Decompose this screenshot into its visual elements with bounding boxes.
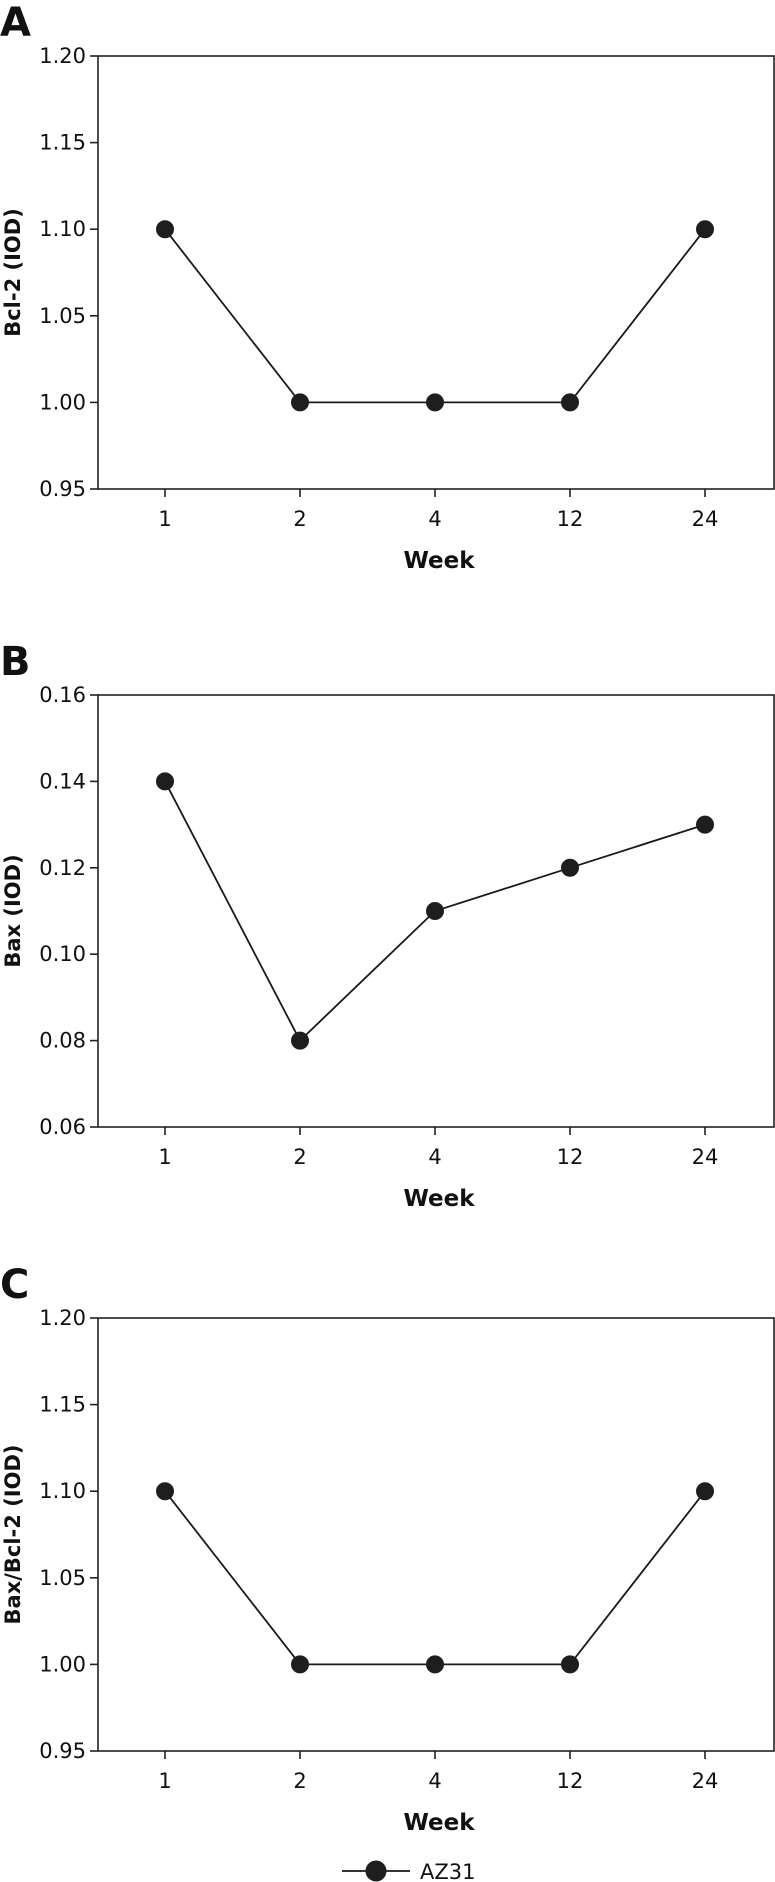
x-tick-label: 1	[158, 1145, 171, 1169]
data-point	[696, 220, 714, 239]
x-tick-label: 1	[158, 1769, 171, 1793]
data-point	[426, 1655, 444, 1674]
data-point	[561, 393, 579, 412]
data-point	[156, 220, 174, 239]
y-axis-title: Bcl-2 (IOD)	[1, 208, 25, 337]
y-tick-label: 0.16	[39, 683, 86, 707]
data-point	[561, 1655, 579, 1674]
panel-label: A	[0, 0, 31, 46]
y-tick-label: 1.00	[39, 1652, 86, 1676]
data-point	[696, 1482, 714, 1501]
y-tick-label: 0.06	[39, 1115, 86, 1139]
x-tick-label: 4	[428, 1145, 441, 1169]
y-axis-title: Bax/Bcl-2 (IOD)	[1, 1445, 25, 1625]
y-tick-label: 0.95	[39, 1739, 86, 1763]
y-tick-label: 0.14	[39, 769, 86, 793]
data-point	[291, 1655, 309, 1674]
x-tick-label: 4	[428, 507, 441, 531]
legend-label: AZ31	[420, 1860, 475, 1882]
y-tick-label: 1.10	[39, 217, 86, 241]
data-point	[426, 902, 444, 920]
series-line	[164, 1490, 706, 1666]
x-axis-title: Week	[403, 548, 475, 574]
y-tick-label: 0.95	[39, 477, 86, 501]
data-point	[291, 393, 309, 412]
data-point	[291, 1031, 309, 1050]
series-line	[164, 228, 706, 404]
x-tick-label: 2	[293, 1145, 306, 1169]
x-tick-label: 1	[158, 507, 171, 531]
y-axis-title: Bax (IOD)	[1, 854, 25, 967]
chart-panel-b: B0.060.080.100.120.140.161 2 4 12 24WeekBax …	[0, 639, 775, 1212]
x-tick-label: 12	[557, 507, 584, 531]
x-tick-label: 12	[557, 1145, 584, 1169]
legend-marker	[365, 1860, 387, 1882]
x-tick-label: 24	[692, 1145, 719, 1169]
panel-label: B	[0, 639, 31, 685]
x-axis-title: Week	[403, 1186, 475, 1212]
panel-label: C	[0, 1262, 29, 1308]
x-tick-label: 2	[293, 1769, 306, 1793]
y-tick-label: 1.05	[39, 304, 86, 328]
y-tick-label: 1.15	[39, 131, 86, 155]
y-tick-label: 1.00	[39, 390, 86, 414]
data-point	[561, 858, 579, 877]
data-point	[156, 772, 174, 791]
data-point	[156, 1482, 174, 1501]
chart-panel-a: A0.951.001.051.101.151.201 2 4 12 24WeekBcl-…	[0, 0, 775, 574]
plot-frame	[97, 1317, 775, 1752]
y-tick-label: 1.05	[39, 1566, 86, 1590]
x-tick-label: 24	[692, 1769, 719, 1793]
x-tick-label: 24	[692, 507, 719, 531]
x-axis-title: Week	[403, 1810, 475, 1836]
y-tick-label: 1.15	[39, 1393, 86, 1417]
x-tick-label: 12	[557, 1769, 584, 1793]
y-tick-label: 1.20	[39, 1306, 86, 1330]
y-tick-label: 0.08	[39, 1029, 86, 1053]
legend: AZ31	[342, 1860, 475, 1882]
data-point	[696, 815, 714, 834]
chart-panel-c: C0.951.001.051.101.151.201 2 4 12 24WeekBax/…	[0, 1262, 775, 1836]
y-tick-label: 1.20	[39, 44, 86, 68]
y-tick-label: 1.10	[39, 1479, 86, 1503]
x-tick-label: 4	[428, 1769, 441, 1793]
x-tick-label: 2	[293, 507, 306, 531]
y-tick-label: 0.10	[39, 942, 86, 966]
plot-frame	[97, 55, 775, 490]
plot-frame	[97, 694, 775, 1128]
data-point	[426, 393, 444, 412]
y-tick-label: 0.12	[39, 856, 86, 880]
